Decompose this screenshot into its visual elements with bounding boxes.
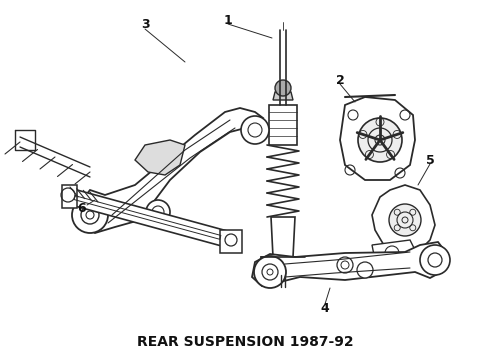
Circle shape <box>264 261 272 270</box>
Text: 3: 3 <box>141 18 149 31</box>
Polygon shape <box>135 140 185 175</box>
Text: 1: 1 <box>223 13 232 27</box>
Circle shape <box>389 204 421 236</box>
Polygon shape <box>220 230 242 253</box>
Circle shape <box>358 118 402 162</box>
Circle shape <box>241 116 269 144</box>
Circle shape <box>420 245 450 275</box>
Text: 2: 2 <box>336 73 344 86</box>
Polygon shape <box>62 185 77 208</box>
Circle shape <box>275 80 291 96</box>
Polygon shape <box>252 242 448 286</box>
Circle shape <box>294 261 302 270</box>
Circle shape <box>72 197 108 233</box>
Text: 6: 6 <box>78 202 86 215</box>
Text: REAR SUSPENSION 1987-92: REAR SUSPENSION 1987-92 <box>137 335 353 349</box>
Polygon shape <box>271 217 295 257</box>
Polygon shape <box>273 92 293 100</box>
Text: 4: 4 <box>320 302 329 315</box>
Circle shape <box>337 257 353 273</box>
Polygon shape <box>82 108 263 233</box>
Circle shape <box>146 200 170 224</box>
Polygon shape <box>63 187 232 248</box>
Circle shape <box>357 262 373 278</box>
Polygon shape <box>372 240 415 263</box>
Circle shape <box>278 261 288 270</box>
Text: 5: 5 <box>426 153 434 166</box>
Polygon shape <box>269 105 297 145</box>
Polygon shape <box>261 257 305 275</box>
Polygon shape <box>372 185 435 253</box>
Polygon shape <box>340 97 415 180</box>
Circle shape <box>254 256 286 288</box>
